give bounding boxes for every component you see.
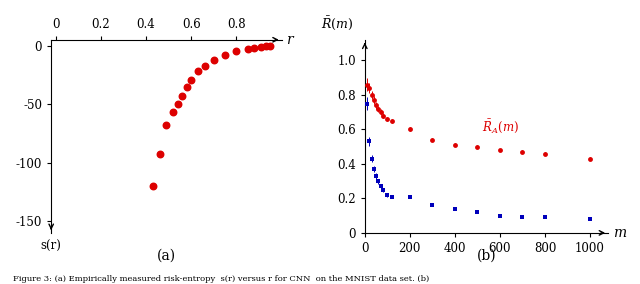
Text: $\bar{R}(m)$: $\bar{R}(m)$ — [321, 15, 353, 32]
Point — [193, 69, 203, 74]
Point — [161, 123, 172, 128]
Point — [177, 94, 188, 98]
Text: r: r — [286, 33, 293, 47]
Point — [260, 44, 271, 49]
Text: m: m — [613, 226, 626, 240]
Point — [209, 57, 219, 62]
Text: Figure 3: (a) Empirically measured risk-entropy  s(r) versus r for CNN  on the M: Figure 3: (a) Empirically measured risk-… — [13, 275, 429, 283]
Point — [250, 46, 260, 50]
Point — [182, 84, 192, 89]
Point — [200, 63, 210, 68]
Point — [265, 43, 275, 48]
Point — [186, 77, 196, 82]
Text: (b): (b) — [477, 248, 496, 262]
Point — [173, 102, 183, 106]
Point — [243, 47, 253, 51]
Point — [148, 184, 158, 188]
Point — [154, 152, 164, 157]
Point — [168, 110, 179, 115]
Text: s(r): s(r) — [41, 240, 61, 253]
Point — [231, 49, 241, 54]
Point — [256, 45, 266, 49]
Text: $\bar{R}_A(m)$: $\bar{R}_A(m)$ — [482, 117, 519, 135]
Text: (a): (a) — [157, 248, 176, 262]
Point — [220, 53, 230, 57]
